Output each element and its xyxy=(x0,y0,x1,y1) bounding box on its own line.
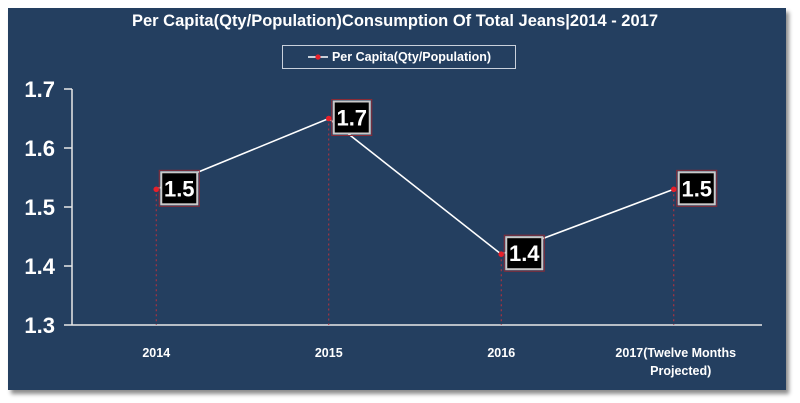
x-tick-label: 2017(Twelve Months Projected) xyxy=(615,346,736,378)
x-tick-label: 2016 xyxy=(487,346,515,360)
x-tick-label-line: Projected) xyxy=(650,364,711,378)
y-tick-label: 1.7 xyxy=(24,77,55,102)
data-label: 1.7 xyxy=(336,106,367,131)
legend-label: Per Capita(Qty/Population) xyxy=(331,50,492,64)
data-point-marker xyxy=(325,115,332,122)
data-label-box xyxy=(505,236,544,271)
data-label-outer-border xyxy=(331,99,373,136)
y-tick-label: 1.3 xyxy=(24,313,55,338)
data-label: 1.5 xyxy=(164,176,195,201)
y-tick-label: 1.4 xyxy=(24,254,55,279)
data-label: 1.4 xyxy=(509,241,540,266)
data-point-marker xyxy=(153,186,160,193)
y-tick-label: 1.5 xyxy=(24,195,55,220)
y-tick-label: 1.6 xyxy=(24,136,55,161)
x-tick-label-line: 2017(Twelve Months xyxy=(615,346,736,360)
data-label: 1.5 xyxy=(681,176,712,201)
chart-title: Per Capita(Qty/Population)Consumption Of… xyxy=(132,12,658,30)
data-label-outer-border xyxy=(676,169,718,207)
x-tick-label: 2015 xyxy=(315,346,343,360)
legend: Per Capita(Qty/Population) xyxy=(282,45,516,69)
data-point-marker xyxy=(498,251,505,257)
data-label-outer-border xyxy=(503,234,545,272)
legend-line-marker-icon xyxy=(307,54,328,60)
x-tick-label-line: 2016 xyxy=(487,346,515,360)
data-label-box xyxy=(160,171,199,206)
data-label-box xyxy=(332,100,371,135)
x-tick-label-line: 2015 xyxy=(315,346,343,360)
chart-frame xyxy=(8,8,786,390)
data-label-outer-border xyxy=(158,169,200,207)
x-tick-label-line: 2014 xyxy=(142,346,170,360)
data-label-box xyxy=(677,171,716,206)
x-tick-label: 2014 xyxy=(142,346,170,360)
series-line xyxy=(155,117,675,256)
data-point-marker xyxy=(670,186,677,193)
